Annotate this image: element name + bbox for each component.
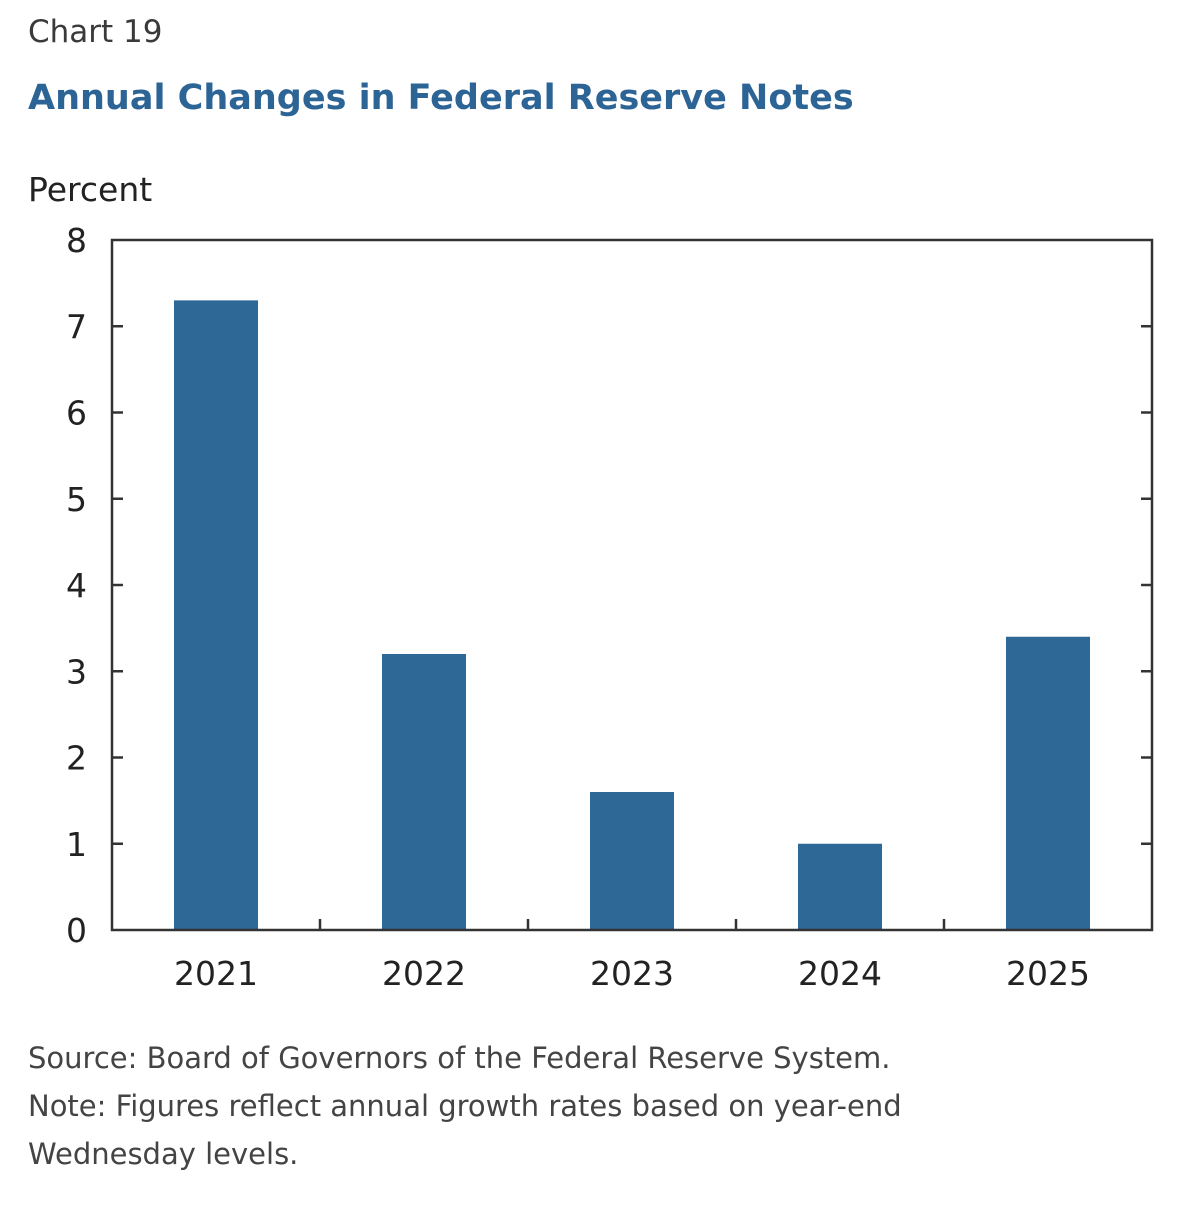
y-tick-label: 6 <box>66 394 87 433</box>
bar-2024 <box>798 843 882 930</box>
y-tick-label: 1 <box>66 825 87 864</box>
x-tick-label: 2022 <box>382 954 466 993</box>
note-line-1: Note: Figures reflect annual growth rate… <box>28 1089 902 1123</box>
x-tick-label: 2021 <box>174 954 258 993</box>
y-tick-label: 3 <box>66 652 87 691</box>
source-note: Source: Board of Governors of the Federa… <box>28 1041 891 1075</box>
y-tick-label: 5 <box>66 480 87 519</box>
note-line-2: Wednesday levels. <box>28 1137 299 1171</box>
x-tick-label: 2023 <box>590 954 674 993</box>
y-tick-label: 0 <box>66 911 87 950</box>
plot-frame <box>110 238 1154 932</box>
bar-2025 <box>1006 636 1090 930</box>
chart-title: Annual Changes in Federal Reserve Notes <box>28 78 854 118</box>
x-tick-label: 2025 <box>1006 954 1090 993</box>
y-tick-label: 8 <box>66 221 87 260</box>
bar-2021 <box>174 300 258 930</box>
y-axis-label: Percent <box>28 170 153 209</box>
y-tick-label: 4 <box>66 566 87 605</box>
bar-2022 <box>382 654 466 930</box>
y-tick-label: 7 <box>66 307 87 346</box>
chart-number: Chart 19 <box>28 14 163 50</box>
bar-2023 <box>590 792 674 930</box>
x-tick-label: 2024 <box>798 954 882 993</box>
y-tick-label: 2 <box>66 739 87 778</box>
